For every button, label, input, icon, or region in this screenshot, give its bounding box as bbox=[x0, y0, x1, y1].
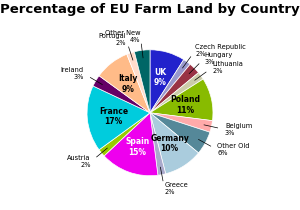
Wedge shape bbox=[150, 60, 190, 113]
Wedge shape bbox=[150, 79, 213, 121]
Wedge shape bbox=[150, 50, 184, 113]
Text: Czech Republic
2%: Czech Republic 2% bbox=[195, 44, 246, 57]
Text: UK
9%: UK 9% bbox=[154, 68, 167, 87]
Wedge shape bbox=[150, 64, 199, 113]
Text: Spain
15%: Spain 15% bbox=[125, 137, 150, 157]
Text: Italy
9%: Italy 9% bbox=[118, 74, 137, 94]
Wedge shape bbox=[150, 113, 199, 174]
Wedge shape bbox=[150, 113, 166, 175]
Text: Other New
4%: Other New 4% bbox=[105, 30, 140, 43]
Text: Lithuania
2%: Lithuania 2% bbox=[212, 61, 243, 74]
Text: Portugal
2%: Portugal 2% bbox=[99, 33, 126, 46]
Wedge shape bbox=[150, 73, 203, 113]
Wedge shape bbox=[104, 113, 158, 176]
Wedge shape bbox=[127, 52, 150, 113]
Text: Greece
2%: Greece 2% bbox=[164, 182, 188, 195]
Wedge shape bbox=[134, 50, 150, 113]
Wedge shape bbox=[99, 113, 150, 156]
Wedge shape bbox=[150, 113, 210, 153]
Text: Other Old
6%: Other Old 6% bbox=[217, 143, 250, 156]
Wedge shape bbox=[93, 76, 150, 113]
Text: Austria
2%: Austria 2% bbox=[67, 155, 91, 168]
Text: Hungary
3%: Hungary 3% bbox=[204, 52, 232, 65]
Wedge shape bbox=[87, 86, 150, 150]
Text: Poland
11%: Poland 11% bbox=[171, 95, 201, 114]
Wedge shape bbox=[99, 54, 150, 113]
Text: Belgium
3%: Belgium 3% bbox=[225, 123, 252, 136]
Text: Ireland
3%: Ireland 3% bbox=[61, 67, 84, 80]
Title: Percentage of EU Farm Land by Country: Percentage of EU Farm Land by Country bbox=[0, 3, 300, 16]
Wedge shape bbox=[150, 113, 212, 132]
Text: Germany
10%: Germany 10% bbox=[150, 134, 189, 153]
Text: France
17%: France 17% bbox=[99, 106, 128, 126]
